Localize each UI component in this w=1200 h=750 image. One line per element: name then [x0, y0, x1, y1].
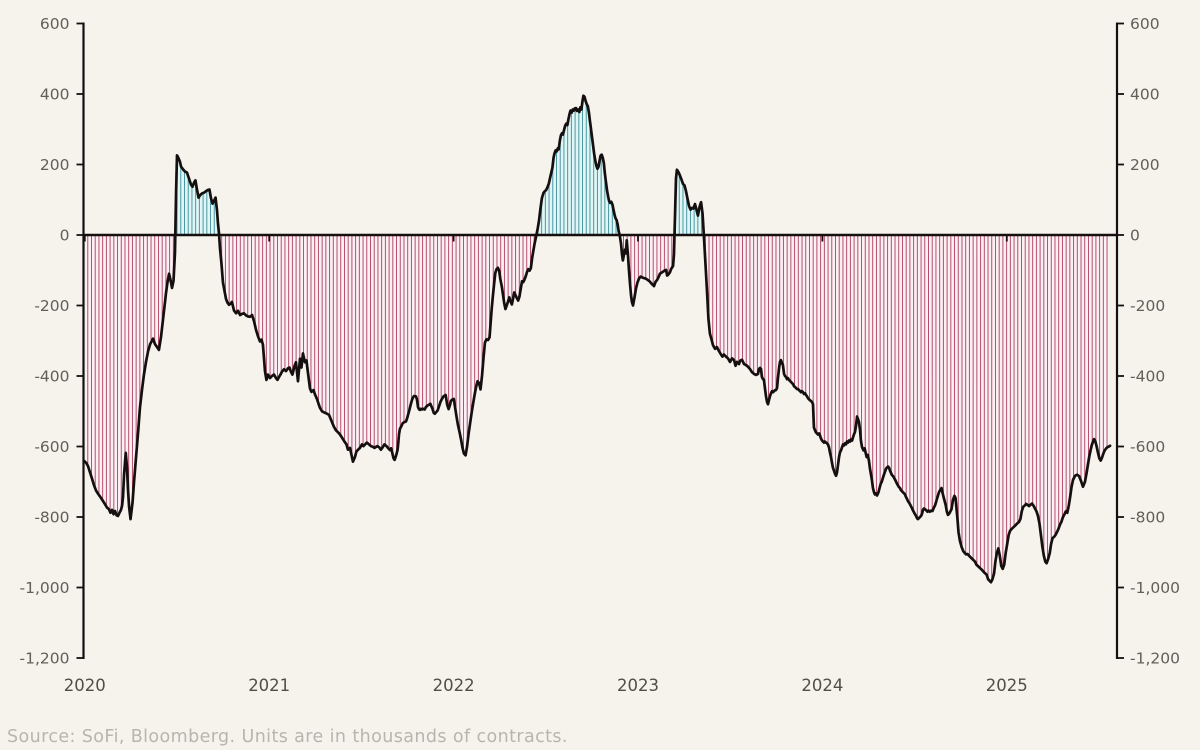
left-y-tick-label: -600 [34, 438, 69, 456]
left-y-tick-label: 400 [40, 86, 70, 104]
left-y-tick-label: -200 [34, 297, 69, 315]
right-y-tick-label: 600 [1130, 15, 1160, 33]
right-y-tick-label: -200 [1130, 297, 1165, 315]
x-tick-label: 2021 [248, 676, 290, 695]
left-y-tick-label: 200 [40, 156, 70, 174]
right-y-tick-label: 200 [1130, 156, 1160, 174]
x-tick-label: 2020 [64, 676, 106, 695]
right-y-tick-label: -1,000 [1130, 579, 1180, 597]
right-y-tick-label: -800 [1130, 509, 1165, 527]
left-y-tick-label: -400 [34, 368, 69, 386]
left-y-tick-label: 600 [40, 15, 70, 33]
right-y-tick-label: 0 [1130, 227, 1140, 245]
data-line [82, 94, 1112, 584]
left-y-tick-label: -1,200 [20, 650, 70, 668]
left-y-tick-label: -800 [34, 509, 69, 527]
right-y-tick-label: -600 [1130, 438, 1165, 456]
right-y-tick-label: -1,200 [1130, 650, 1180, 668]
x-tick-label: 2023 [617, 676, 659, 695]
left-y-tick-label: 0 [60, 227, 70, 245]
x-tick-label: 2025 [986, 676, 1028, 695]
x-tick-label: 2024 [801, 676, 843, 695]
right-y-tick-label: 400 [1130, 86, 1160, 104]
x-tick-label: 2022 [433, 676, 475, 695]
source-note: Source: SoFi, Bloomberg. Units are in th… [7, 727, 568, 747]
right-y-tick-label: -400 [1130, 368, 1165, 386]
left-y-tick-label: -1,000 [20, 579, 70, 597]
